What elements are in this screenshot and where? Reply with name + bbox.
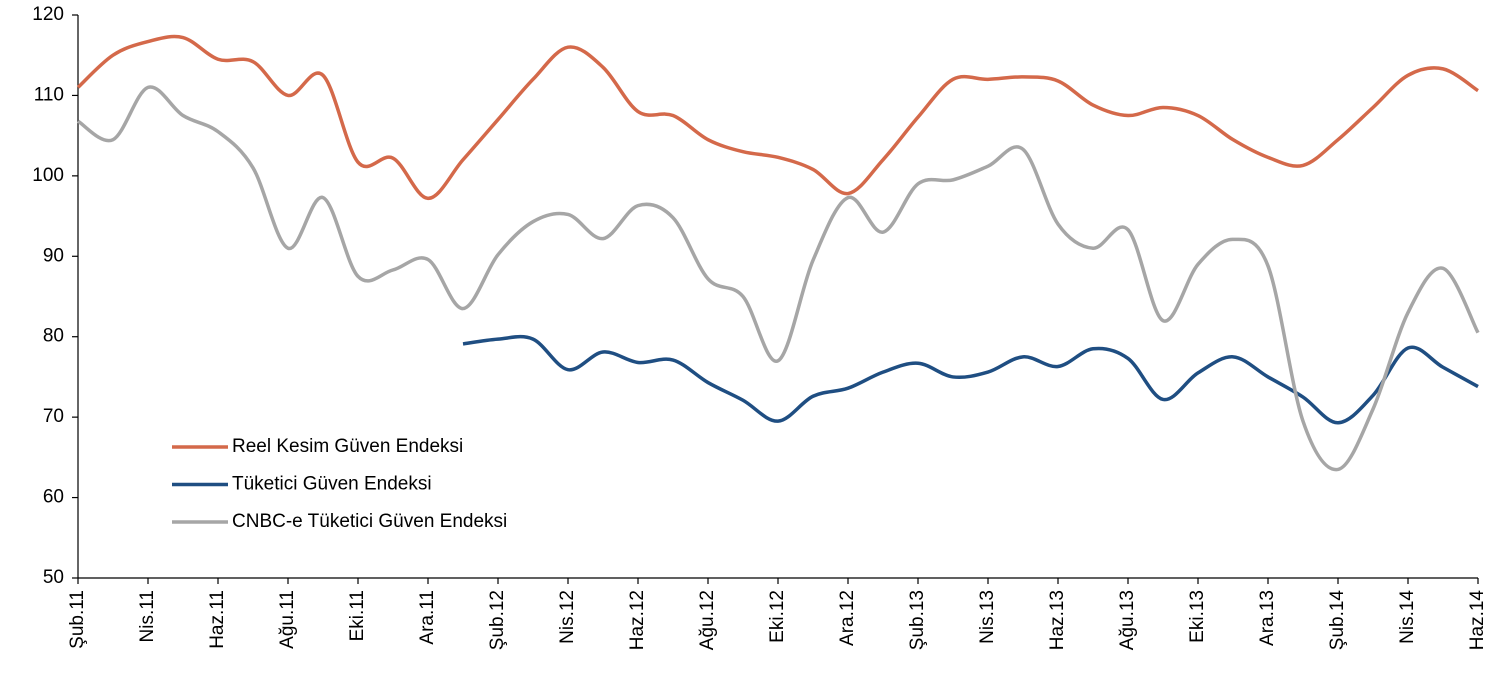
y-tick-label: 90 xyxy=(43,245,64,266)
y-tick-label: 50 xyxy=(43,567,64,588)
y-tick-label: 80 xyxy=(43,326,64,347)
x-tick-label: Ara.13 xyxy=(1257,590,1278,646)
x-tick-label: Şub.14 xyxy=(1327,590,1348,651)
series-line xyxy=(462,334,1479,425)
x-tick-label: Eki.11 xyxy=(347,590,368,641)
x-tick-label: Ağu.12 xyxy=(697,590,718,650)
x-tick-label: Haz.11 xyxy=(207,590,228,649)
y-tick-label: 60 xyxy=(43,487,64,508)
y-tick-label: 100 xyxy=(32,165,64,186)
x-tick-label: Nis.14 xyxy=(1397,590,1418,644)
x-tick-label: Şub.11 xyxy=(67,590,88,649)
x-tick-label: Nis.12 xyxy=(557,590,578,644)
x-tick-label: Şub.13 xyxy=(907,590,928,650)
x-tick-label: Ağu.11 xyxy=(277,590,298,649)
x-tick-label: Nis.13 xyxy=(977,590,998,644)
x-tick-label: Eki.13 xyxy=(1187,590,1208,643)
x-tick-label: Haz.12 xyxy=(627,590,648,650)
series-line xyxy=(76,34,1479,201)
legend-label: Reel Kesim Güven Endeksi xyxy=(232,436,463,457)
x-tick-label: Şub.12 xyxy=(487,590,508,650)
x-tick-label: Ağu.13 xyxy=(1117,590,1138,650)
x-tick-label: Haz.14 xyxy=(1467,590,1488,651)
x-tick-label: Ara.12 xyxy=(837,590,858,646)
series-line xyxy=(77,85,1480,472)
y-tick-label: 70 xyxy=(43,406,64,427)
x-tick-label: Eki.12 xyxy=(767,590,788,643)
legend-label: CNBC-e Tüketici Güven Endeksi xyxy=(232,511,507,532)
y-tick-label: 110 xyxy=(34,84,64,105)
x-tick-label: Nis.11 xyxy=(137,590,158,642)
x-tick-label: Haz.13 xyxy=(1047,590,1068,650)
x-tick-label: Ara.11 xyxy=(417,590,438,645)
legend-label: Tüketici Güven Endeksi xyxy=(232,474,432,495)
y-tick-label: 120 xyxy=(32,4,64,25)
